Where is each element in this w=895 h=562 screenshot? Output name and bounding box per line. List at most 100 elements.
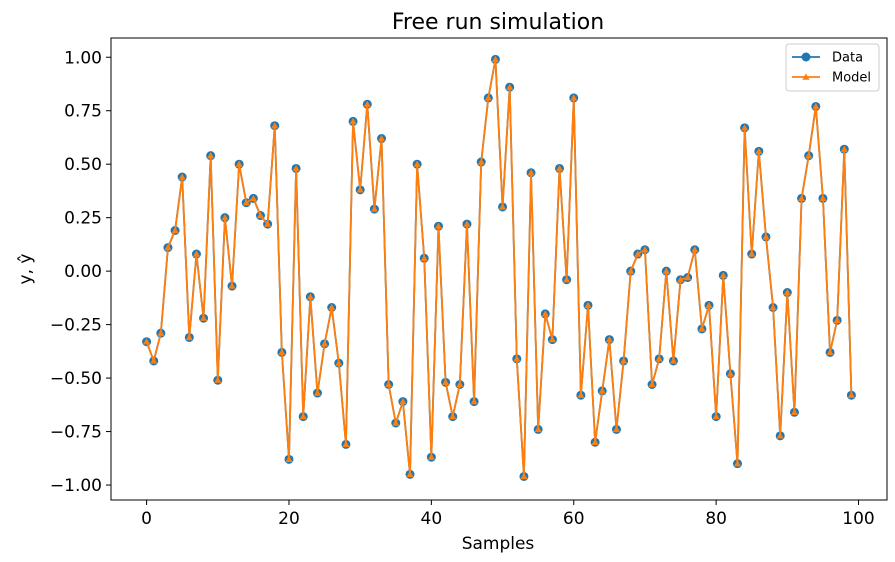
data-point-model xyxy=(577,391,585,398)
data-point-model xyxy=(797,194,806,202)
chart-title: Free run simulation xyxy=(392,10,604,35)
data-point-model xyxy=(548,335,556,343)
data-point-model xyxy=(178,173,186,180)
legend: Data Model xyxy=(785,43,880,92)
data-point-model xyxy=(199,314,208,321)
data-point-model xyxy=(498,203,507,210)
data-point-model xyxy=(634,250,642,257)
data-point-model xyxy=(627,267,635,274)
series-line-model xyxy=(145,58,853,478)
data-point-model xyxy=(491,55,500,63)
data-point-model xyxy=(363,100,371,108)
x-tick-label: 60 xyxy=(563,509,585,529)
data-point-model xyxy=(520,472,528,480)
data-point-model xyxy=(847,391,855,398)
y-tick-label: −0.50 xyxy=(50,369,102,389)
data-point-model xyxy=(812,102,820,110)
data-point-model xyxy=(442,378,450,386)
legend-marker-model xyxy=(802,73,810,80)
x-tick-label: 40 xyxy=(421,509,443,529)
data-point-model xyxy=(655,355,663,362)
data-point-model xyxy=(641,246,649,253)
data-point-model xyxy=(242,199,250,206)
data-point-model xyxy=(712,412,720,420)
data-point-model xyxy=(278,348,286,356)
data-point-model xyxy=(484,94,492,101)
legend-label-model: Model xyxy=(832,71,871,86)
data-point-model xyxy=(413,160,421,167)
data-point-model xyxy=(377,134,386,142)
y-tick-label: −1.00 xyxy=(50,476,102,496)
data-point-model xyxy=(698,325,706,332)
data-point-model xyxy=(399,398,407,405)
data-point-model xyxy=(470,398,478,405)
data-point-model xyxy=(776,432,784,439)
data-point-model xyxy=(840,145,848,152)
x-tick-label: 0 xyxy=(141,509,152,529)
data-point-model xyxy=(833,316,841,324)
y-axis-label: y, ŷ xyxy=(16,254,36,285)
data-point-model xyxy=(619,357,628,364)
y-tick-label: 1.00 xyxy=(64,48,102,68)
data-point-model xyxy=(449,412,457,420)
data-point-model xyxy=(598,387,606,394)
data-point-model xyxy=(669,357,678,364)
y-tick-label: 0.50 xyxy=(64,155,102,175)
data-point-model xyxy=(434,222,443,229)
data-point-model xyxy=(385,380,393,388)
data-point-model xyxy=(534,425,542,433)
data-point-model xyxy=(335,359,343,366)
data-point-model xyxy=(513,355,521,362)
data-point-model xyxy=(207,152,215,159)
data-point-model xyxy=(605,335,613,343)
data-point-model xyxy=(741,124,749,131)
x-tick-label: 80 xyxy=(705,509,727,529)
data-point-model xyxy=(192,250,201,257)
legend-label-data: Data xyxy=(832,51,863,66)
y-tick-label: 0.25 xyxy=(64,209,102,229)
x-tick-label: 100 xyxy=(842,509,874,529)
data-point-model xyxy=(456,380,464,388)
data-point-model xyxy=(463,220,471,227)
data-point-model xyxy=(769,303,777,311)
data-point-model xyxy=(306,293,314,300)
data-point-model xyxy=(164,244,172,251)
legend-item-data: Data xyxy=(792,51,863,66)
data-point-model xyxy=(762,233,770,240)
data-point-model xyxy=(427,453,435,460)
data-point-model xyxy=(256,211,265,219)
data-point-model xyxy=(563,276,571,283)
legend-item-model: Model xyxy=(792,71,871,86)
y-tick-label: −0.75 xyxy=(50,423,102,443)
data-point-model xyxy=(235,160,243,167)
data-point-model xyxy=(157,329,165,336)
data-point-model xyxy=(826,348,834,356)
data-point-model xyxy=(755,147,763,155)
data-point-model xyxy=(320,340,329,347)
y-tick-label: 0.00 xyxy=(64,262,102,282)
data-point-model xyxy=(349,117,357,125)
data-point-model xyxy=(705,301,713,309)
data-point-model xyxy=(612,425,621,433)
data-point-model xyxy=(527,169,535,176)
data-point-model xyxy=(292,164,300,172)
y-tick-label: −0.25 xyxy=(50,316,102,336)
data-point-model xyxy=(221,214,229,221)
data-point-model xyxy=(684,273,692,281)
data-point-model xyxy=(726,370,734,377)
plot-frame xyxy=(110,37,888,501)
series-model xyxy=(143,55,855,480)
data-point-model xyxy=(328,303,336,311)
data-point-model xyxy=(420,254,428,262)
data-point-model xyxy=(541,310,549,317)
data-point-model xyxy=(662,267,670,274)
data-point-model xyxy=(819,194,827,202)
data-point-model xyxy=(299,412,307,420)
data-point-model xyxy=(249,194,257,202)
data-point-model xyxy=(150,357,158,364)
data-point-model xyxy=(691,246,699,253)
data-point-model xyxy=(185,333,193,341)
data-point-model xyxy=(313,389,322,396)
data-point-model xyxy=(271,122,279,129)
